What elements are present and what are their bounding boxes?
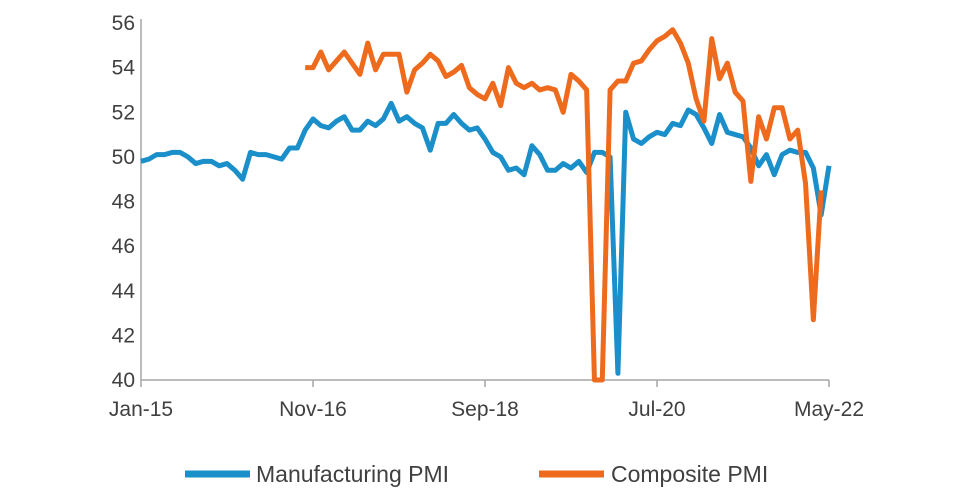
y-tick-label: 54 [112,57,136,80]
legend-label-composite: Composite PMI [611,461,768,487]
x-axis: Jan-15 Nov-16 Sep-18 Jul-20 May-22 [109,379,864,421]
y-tick-label: 52 [112,101,135,124]
x-tick-label: May-22 [794,398,864,421]
legend-label-manufacturing: Manufacturing PMI [256,461,449,487]
x-tick-label: Sep-18 [451,398,519,421]
y-tick-label: 40 [112,369,135,392]
y-axis: 40 42 44 46 48 50 52 54 56 [112,12,142,392]
x-tick-label: Jan-15 [109,398,173,421]
y-tick-label: 46 [112,235,135,258]
series-line-manufacturing-pmi [140,100,832,376]
y-tick-label: 56 [112,12,135,35]
y-tick-label: 42 [112,324,135,347]
series-line-composite-pmi [305,27,824,383]
x-tick-label: Nov-16 [279,398,347,421]
legend: Manufacturing PMI Composite PMI [185,461,768,487]
y-tick-label: 48 [112,191,135,214]
y-tick-label: 44 [112,280,136,303]
x-tick-label: Jul-20 [628,398,685,421]
series-layer [140,27,832,383]
y-tick-label: 50 [112,146,135,169]
